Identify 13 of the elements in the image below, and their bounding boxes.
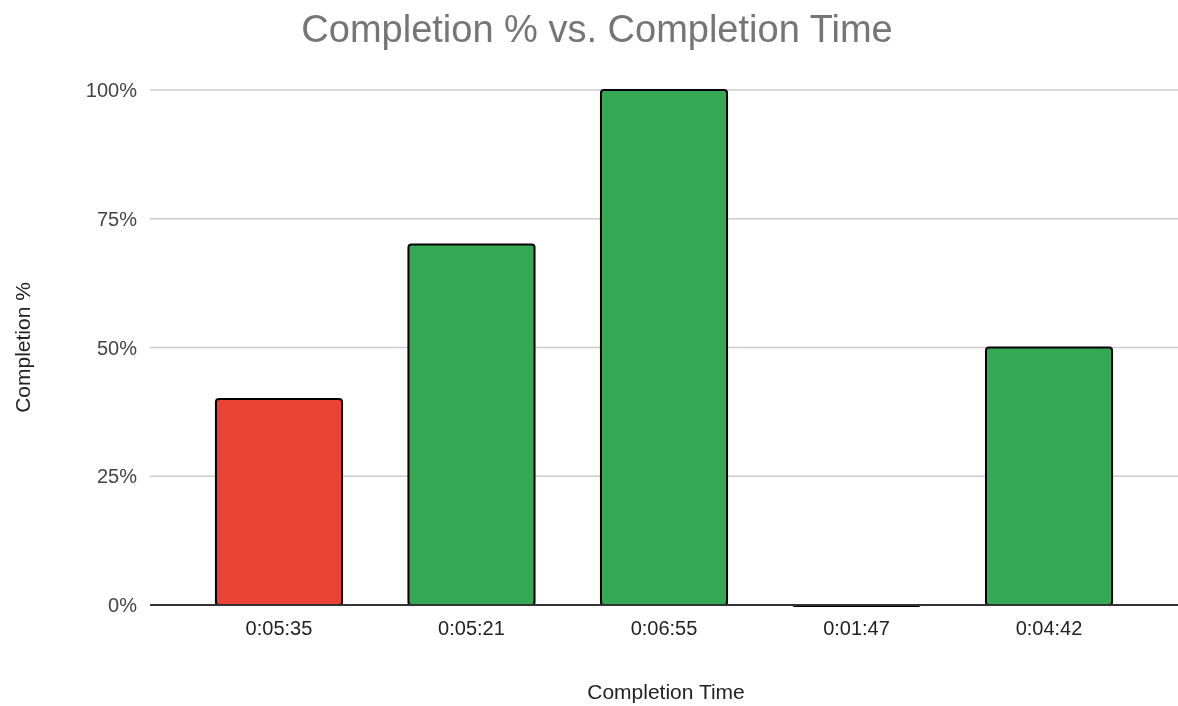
y-tick-label: 25% [96,465,138,488]
y-tick-label: 75% [96,207,138,230]
y-axis-title: Completion % [11,282,34,413]
x-tick-label: 0:05:21 [438,617,505,639]
x-tick-label: 0:05:35 [245,617,313,639]
x-tick-label: 0:01:47 [823,617,890,639]
x-tick-label: 0:04:42 [1015,617,1083,639]
x-axis-title: Completion Time [587,680,745,703]
y-tick-label: 100% [85,79,138,101]
x-tick-label: 0:06:55 [630,617,698,639]
y-tick-label: 0% [108,594,138,616]
y-tick-label: 50% [96,336,138,359]
chart-title: Completion % vs. Completion Time [301,8,893,50]
